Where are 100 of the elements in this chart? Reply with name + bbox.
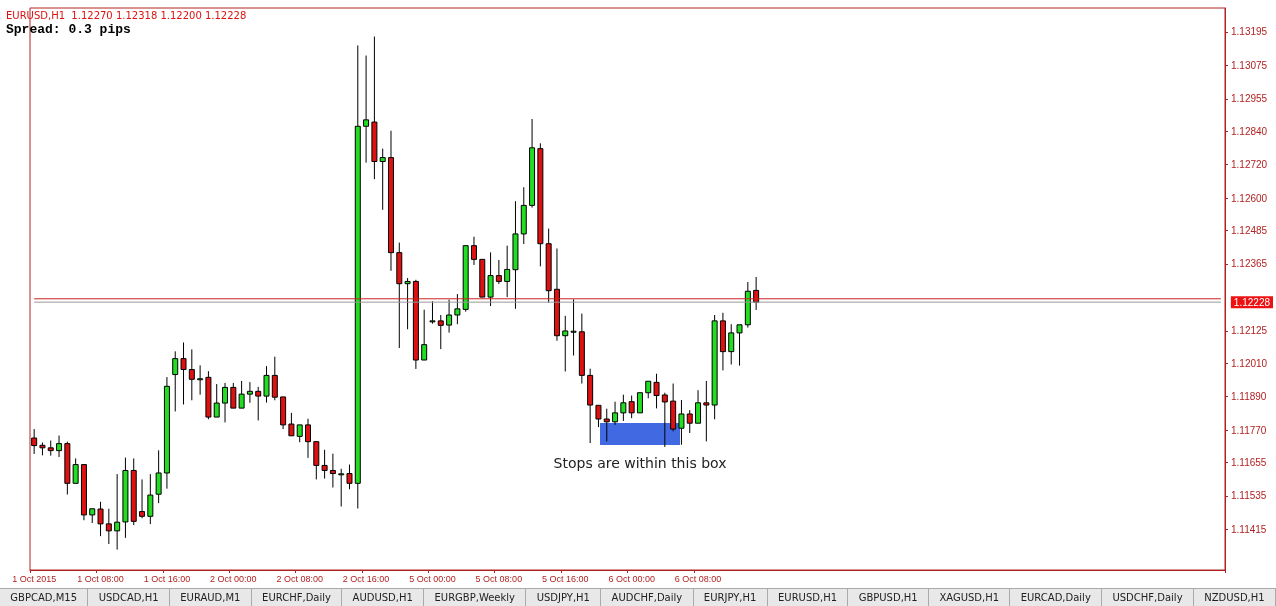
candlestick bbox=[512, 200, 519, 310]
y-tick-label: 1.12125 bbox=[1231, 325, 1268, 337]
text: USDCAD,H1 bbox=[88, 589, 170, 606]
text: AUDUSD,H1 bbox=[342, 589, 425, 606]
y-tick-label: 1.12485 bbox=[1231, 224, 1268, 236]
text: XAGUSD,H1 bbox=[929, 589, 1011, 606]
y-tick-label: 1.12840 bbox=[1231, 125, 1268, 137]
text: GBPCAD,M15 bbox=[0, 589, 89, 606]
candlestick bbox=[371, 36, 378, 180]
x-tick-label: 5 Oct 00:00 bbox=[409, 573, 456, 584]
candlestick bbox=[238, 380, 245, 409]
x-tick-label: 6 Oct 08:00 bbox=[674, 573, 722, 584]
x-tick-label: 1 Oct 08:00 bbox=[77, 573, 124, 584]
candlestick bbox=[80, 464, 87, 521]
candlestick bbox=[520, 186, 527, 245]
candlestick bbox=[329, 453, 336, 489]
candlestick bbox=[470, 236, 477, 266]
y-tick-label: 1.11770 bbox=[1231, 424, 1267, 436]
text: EURCHF,Daily bbox=[251, 589, 343, 606]
y-tick-label: 1.12955 bbox=[1231, 93, 1268, 105]
x-tick-label: 2 Oct 08:00 bbox=[276, 573, 323, 584]
text: Spread: 0.3 pips bbox=[6, 22, 132, 37]
text: GBPUSD,H1 bbox=[848, 589, 930, 606]
candlestick bbox=[31, 428, 38, 455]
candlestick bbox=[280, 396, 287, 430]
text: EURCAD,Daily bbox=[1010, 589, 1103, 606]
candlestick bbox=[105, 508, 112, 545]
candlestick bbox=[412, 279, 419, 370]
candlestick bbox=[139, 478, 146, 519]
y-tick-label: 1.11655 bbox=[1231, 456, 1267, 468]
candlestick bbox=[305, 418, 311, 459]
candlestick bbox=[114, 473, 121, 551]
x-tick-label: 2 Oct 00:00 bbox=[210, 573, 257, 584]
text: EURJPY,H1 bbox=[693, 589, 768, 606]
candlestick bbox=[222, 382, 229, 423]
y-tick-label: 1.12720 bbox=[1231, 159, 1268, 171]
candlestick bbox=[603, 408, 610, 442]
x-tick-label: 1 Oct 2015 bbox=[12, 573, 57, 584]
candlestick bbox=[180, 341, 187, 405]
y-tick-label: 1.13075 bbox=[1231, 59, 1268, 71]
candlestick bbox=[553, 247, 560, 342]
candlestick bbox=[172, 350, 179, 412]
candlestick bbox=[263, 365, 270, 404]
y-tick-label: 1.12600 bbox=[1231, 192, 1268, 204]
candlestick bbox=[288, 412, 295, 437]
candlestick bbox=[56, 435, 63, 458]
y-tick-label: 1.11535 bbox=[1231, 490, 1267, 502]
candlestick bbox=[163, 376, 170, 490]
candlestick bbox=[446, 299, 453, 334]
candlestick bbox=[462, 245, 469, 313]
candlestick bbox=[529, 118, 536, 209]
candlestick bbox=[612, 401, 619, 426]
candlestick bbox=[504, 245, 511, 298]
candlestick bbox=[562, 315, 569, 372]
candlestick bbox=[578, 313, 585, 385]
text: USDCHF,Daily bbox=[1102, 589, 1194, 606]
candlestick bbox=[670, 383, 677, 432]
candlestick bbox=[479, 258, 486, 298]
x-tick-label: 1 Oct 16:00 bbox=[143, 573, 191, 584]
y-tick-label: 1.13195 bbox=[1231, 26, 1268, 38]
candlestick bbox=[321, 449, 328, 480]
candlestick bbox=[744, 281, 751, 329]
candlestick bbox=[495, 259, 502, 285]
chart-title: EURUSD,H1 1.12270 1.12318 1.12200 1.12228 bbox=[6, 9, 247, 21]
text: NZDUSD,H1 bbox=[1193, 589, 1276, 606]
candlestick bbox=[387, 130, 394, 272]
annotation: Stops are within this box bbox=[553, 455, 727, 471]
candlestick bbox=[72, 457, 79, 484]
candlestick bbox=[421, 309, 428, 361]
candlestick bbox=[396, 242, 403, 349]
x-tick-label: 2 Oct 16:00 bbox=[342, 573, 390, 584]
y-tick-label: 1.12365 bbox=[1231, 258, 1268, 270]
y-tick-label: 1.11415 bbox=[1231, 523, 1267, 535]
text: EURAUD,M1 bbox=[169, 589, 252, 606]
candlestick bbox=[122, 457, 129, 539]
candlestick bbox=[255, 386, 262, 421]
candlestick bbox=[703, 380, 710, 442]
candlestick bbox=[678, 399, 685, 446]
y-tick-label: 1.12010 bbox=[1231, 357, 1268, 369]
x-tick-label: 5 Oct 08:00 bbox=[475, 573, 523, 584]
candlestick bbox=[363, 55, 370, 164]
candlestick bbox=[537, 142, 544, 267]
candlestick bbox=[197, 364, 204, 396]
candlestick bbox=[313, 441, 320, 480]
y-tick-label: 1.11890 bbox=[1231, 391, 1267, 403]
candlestick bbox=[188, 348, 195, 401]
candlestick bbox=[570, 298, 577, 357]
text: EURGBP,Weekly bbox=[424, 589, 527, 606]
candlestick bbox=[736, 324, 743, 367]
ref-line-label: 1.12228 bbox=[1233, 296, 1271, 308]
candlestick bbox=[404, 277, 411, 330]
text: EURUSD,H1 bbox=[767, 589, 849, 606]
candlestick bbox=[230, 382, 237, 409]
candlestick bbox=[719, 312, 726, 371]
candlestick bbox=[213, 383, 220, 418]
candlestick bbox=[636, 392, 643, 414]
candlestick bbox=[695, 389, 702, 424]
text: USDJPY,H1 bbox=[526, 589, 602, 606]
text: AUDCHF,Daily bbox=[601, 589, 694, 606]
x-tick-label: 6 Oct 00:00 bbox=[608, 573, 655, 584]
